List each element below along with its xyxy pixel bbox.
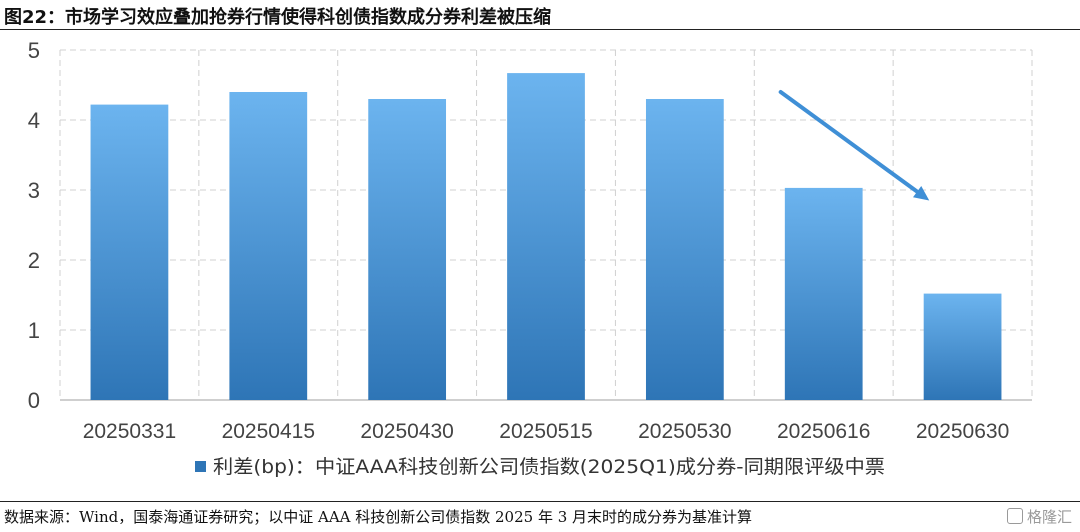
bar [923, 293, 1002, 400]
x-tick-label: 20250616 [777, 420, 870, 443]
arrow-shaft [778, 90, 920, 194]
bar [507, 73, 585, 400]
legend-label: 利差(bp)：中证AAA科技创新公司债指数(2025Q1)成分券-同期限评级中票 [213, 456, 885, 478]
x-tick-label: 20250515 [499, 420, 592, 443]
watermark-logo-icon [1006, 508, 1023, 524]
y-tick-label: 2 [28, 248, 40, 273]
y-tick-label: 0 [28, 388, 40, 413]
watermark-text: 格隆汇 [1026, 508, 1072, 526]
bars [90, 73, 1002, 400]
bar [645, 99, 724, 400]
title-divider [0, 29, 1080, 30]
trend-arrow [778, 90, 930, 201]
x-tick-label: 20250331 [83, 420, 176, 443]
y-tick-label: 3 [28, 178, 40, 203]
legend-swatch [195, 461, 206, 472]
y-tick-label: 4 [28, 108, 40, 133]
bar [90, 104, 169, 400]
bar [229, 92, 308, 400]
x-tick-label: 20250530 [638, 420, 731, 443]
y-axis-ticks: 0 1 2 3 4 5 [28, 38, 40, 413]
watermark: 格隆汇 [1006, 506, 1072, 527]
x-tick-label: 20250415 [222, 420, 315, 443]
x-tick-label: 20250430 [360, 420, 453, 443]
source-note: 数据来源：Wind，国泰海通证券研究；以中证 AAA 科技创新公司债指数 202… [4, 508, 753, 526]
y-tick-label: 5 [28, 38, 40, 63]
bar [368, 99, 447, 400]
source-divider [0, 501, 1080, 502]
figure-title: 图22：市场学习效应叠加抢券行情使得科创债指数成分券利差被压缩 [4, 7, 552, 28]
figure-header: 图22：市场学习效应叠加抢券行情使得科创债指数成分券利差被压缩 [0, 0, 1080, 30]
arrow-head [913, 186, 930, 201]
grid-lines [59, 49, 1033, 401]
x-tick-label: 20250630 [916, 420, 1009, 443]
y-tick-label: 1 [28, 318, 40, 343]
legend: 利差(bp)：中证AAA科技创新公司债指数(2025Q1)成分券-同期限评级中票 [195, 456, 885, 478]
x-axis-ticks: 20250331 20250415 20250430 20250515 20250530… [83, 420, 1010, 443]
bar [784, 187, 863, 400]
